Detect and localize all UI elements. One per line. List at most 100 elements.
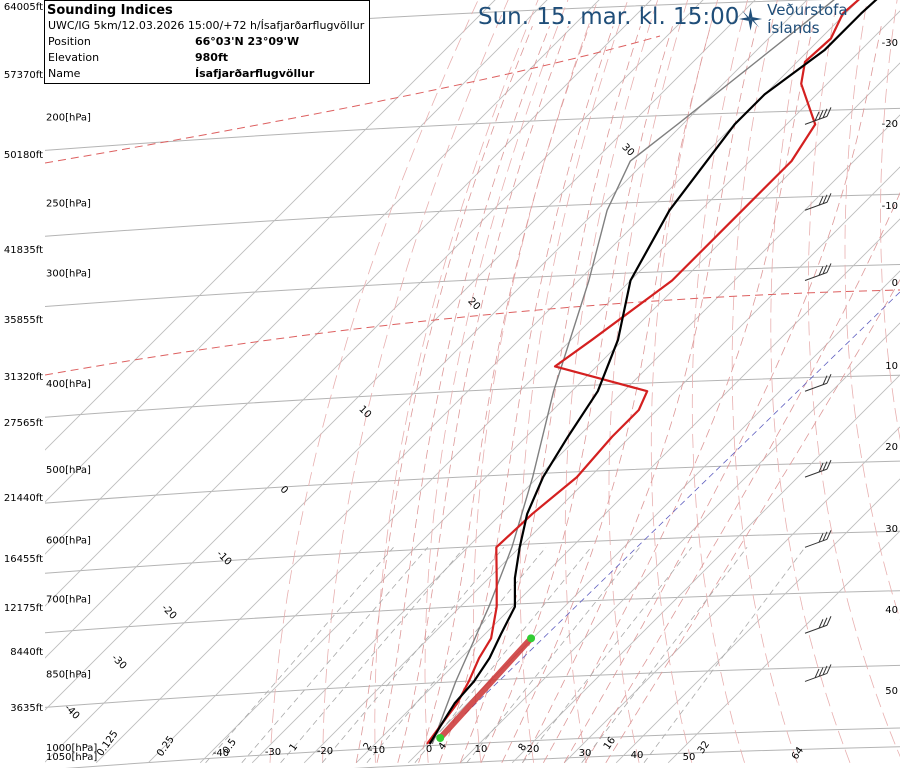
wind-barb-staff bbox=[804, 624, 828, 634]
cape-band-start bbox=[436, 734, 445, 742]
isobar-line bbox=[45, 264, 900, 307]
zero-isotherm-dashed-line bbox=[45, 289, 900, 376]
wind-barb bbox=[804, 530, 832, 548]
moist-adiabat-line bbox=[584, 191, 900, 764]
isobar-line bbox=[45, 590, 900, 634]
isotherm-inline-label: 20 bbox=[465, 296, 482, 313]
isotherm-line bbox=[251, 114, 900, 764]
moist-adiabat-line bbox=[439, 26, 614, 763]
moist-adiabat-line bbox=[543, 26, 814, 763]
info-value: 980ft bbox=[195, 51, 229, 64]
sounding-info-box: Sounding Indices UWC/IG 5km/12.03.2026 1… bbox=[44, 0, 370, 84]
pressure-tick-label: 500[hPa] bbox=[46, 465, 91, 476]
wind-barb-flag bbox=[818, 667, 824, 677]
wind-barb-flag bbox=[826, 374, 832, 384]
isobar-line bbox=[45, 664, 900, 708]
isotherm-line bbox=[199, 62, 900, 764]
pressure-tick-label: 200[hPa] bbox=[46, 112, 91, 123]
bottom-temperature-label: 10 bbox=[475, 744, 488, 755]
bottom-temperature-label: -40 bbox=[213, 748, 229, 759]
dry-adiabat-line bbox=[608, 0, 689, 763]
info-value: 66°03'N 23°09'W bbox=[195, 35, 300, 48]
pressure-tick-label: 400[hPa] bbox=[46, 379, 91, 390]
wind-barb-flag bbox=[826, 263, 832, 273]
isotherm-inline-label: 10 bbox=[356, 404, 373, 421]
bottom-temperature-label: 30 bbox=[579, 748, 592, 759]
chart-title: Sun. 15. mar. kl. 15:00 bbox=[478, 4, 740, 30]
isotherm-inline-label: -30 bbox=[109, 653, 128, 672]
wind-barb bbox=[804, 263, 832, 281]
bottom-temperature-label: 0 bbox=[426, 744, 432, 755]
moist-adiabat-line bbox=[501, 26, 711, 763]
wind-barb-flag bbox=[818, 462, 824, 473]
dry-adiabat-line bbox=[424, 0, 569, 763]
moist-adiabat-line bbox=[480, 26, 673, 763]
wind-barb-flag bbox=[826, 530, 832, 540]
pressure-tick-label: 250[hPa] bbox=[46, 198, 91, 209]
temperature-profile-line bbox=[426, 0, 860, 745]
info-name-row: Name Ísafjarðarflugvöllur bbox=[45, 66, 369, 82]
wind-barb-flag bbox=[818, 619, 824, 629]
wind-barb bbox=[804, 459, 832, 478]
isotherm-line bbox=[45, 0, 808, 763]
wind-barb-flag bbox=[826, 616, 832, 626]
info-elevation-row: Elevation 980ft bbox=[45, 50, 369, 66]
wind-barb-flag bbox=[826, 664, 832, 674]
mixing-ratio-line bbox=[321, 547, 505, 764]
pressure-tick-label: 1000[hPa] bbox=[46, 743, 97, 754]
isotherm-line bbox=[303, 166, 900, 764]
isotherm-line bbox=[95, 0, 860, 764]
wind-barb bbox=[804, 374, 832, 392]
mixing-ratio-label: 8 bbox=[517, 742, 530, 754]
wind-barb-flag bbox=[822, 108, 828, 119]
bottom-temperature-label: 40 bbox=[631, 750, 644, 761]
isotherm-line bbox=[563, 426, 900, 764]
info-value: Ísafjarðarflugvöllur bbox=[195, 67, 315, 80]
right-temperature-label: -20 bbox=[882, 119, 898, 130]
bottom-temperature-label: 50 bbox=[683, 752, 696, 763]
mixing-ratio-label: 2 bbox=[362, 741, 375, 753]
info-model-row: UWC/IG 5km/12.03.2026 15:00/+72 h/Ísafja… bbox=[45, 18, 369, 34]
pressure-tick-label: 600[hPa] bbox=[46, 535, 91, 546]
dry-adiabat-line bbox=[564, 0, 659, 763]
mixing-ratio-label: 4 bbox=[437, 741, 450, 753]
bottom-temperature-label: -10 bbox=[369, 745, 385, 756]
mixing-ratio-line bbox=[643, 547, 806, 764]
dry-adiabat-line bbox=[880, 0, 900, 441]
wind-barb-flag bbox=[826, 107, 832, 117]
isotherm-line bbox=[407, 270, 900, 764]
wind-barb bbox=[804, 664, 832, 682]
isobar-line bbox=[45, 374, 900, 418]
pressure-tick-label: 850[hPa] bbox=[46, 669, 91, 680]
right-temperature-label: 20 bbox=[885, 442, 898, 453]
right-temperature-label: 50 bbox=[885, 686, 898, 697]
height-tick-label: 64005ft bbox=[4, 2, 43, 13]
info-position-row: Position 66°03'N 23°09'W bbox=[45, 34, 369, 50]
wind-barb bbox=[804, 616, 832, 634]
mixing-ratio-line bbox=[521, 547, 693, 764]
mixing-ratio-label: 64 bbox=[790, 745, 806, 762]
mixing-ratio-line bbox=[466, 547, 641, 764]
mixing-ratio-label: 32 bbox=[696, 739, 712, 756]
dewpoint-profile-line bbox=[428, 0, 878, 745]
isotherm-line bbox=[147, 10, 900, 764]
height-tick-label: 3635ft bbox=[10, 703, 43, 714]
parcel-profile-line bbox=[431, 0, 835, 745]
mixing-ratio-label: 0.125 bbox=[95, 729, 120, 759]
dry-adiabat-line bbox=[844, 0, 900, 621]
isobar-line bbox=[45, 530, 900, 574]
wind-barb-flag bbox=[818, 266, 824, 276]
reference-dashed-line bbox=[464, 291, 900, 715]
height-tick-label: 27565ft bbox=[4, 418, 43, 429]
right-temperature-label: 30 bbox=[885, 524, 898, 535]
wind-barb-flag bbox=[814, 668, 820, 679]
wind-barb-flag bbox=[818, 533, 824, 543]
pressure-tick-label: 300[hPa] bbox=[46, 268, 91, 279]
height-tick-label: 41835ft bbox=[4, 245, 43, 256]
pressure-tick-label: 1050[hPa] bbox=[46, 752, 97, 763]
height-tick-label: 31320ft bbox=[4, 372, 43, 383]
wind-barb-flag bbox=[822, 264, 828, 275]
wind-barb bbox=[804, 107, 832, 125]
